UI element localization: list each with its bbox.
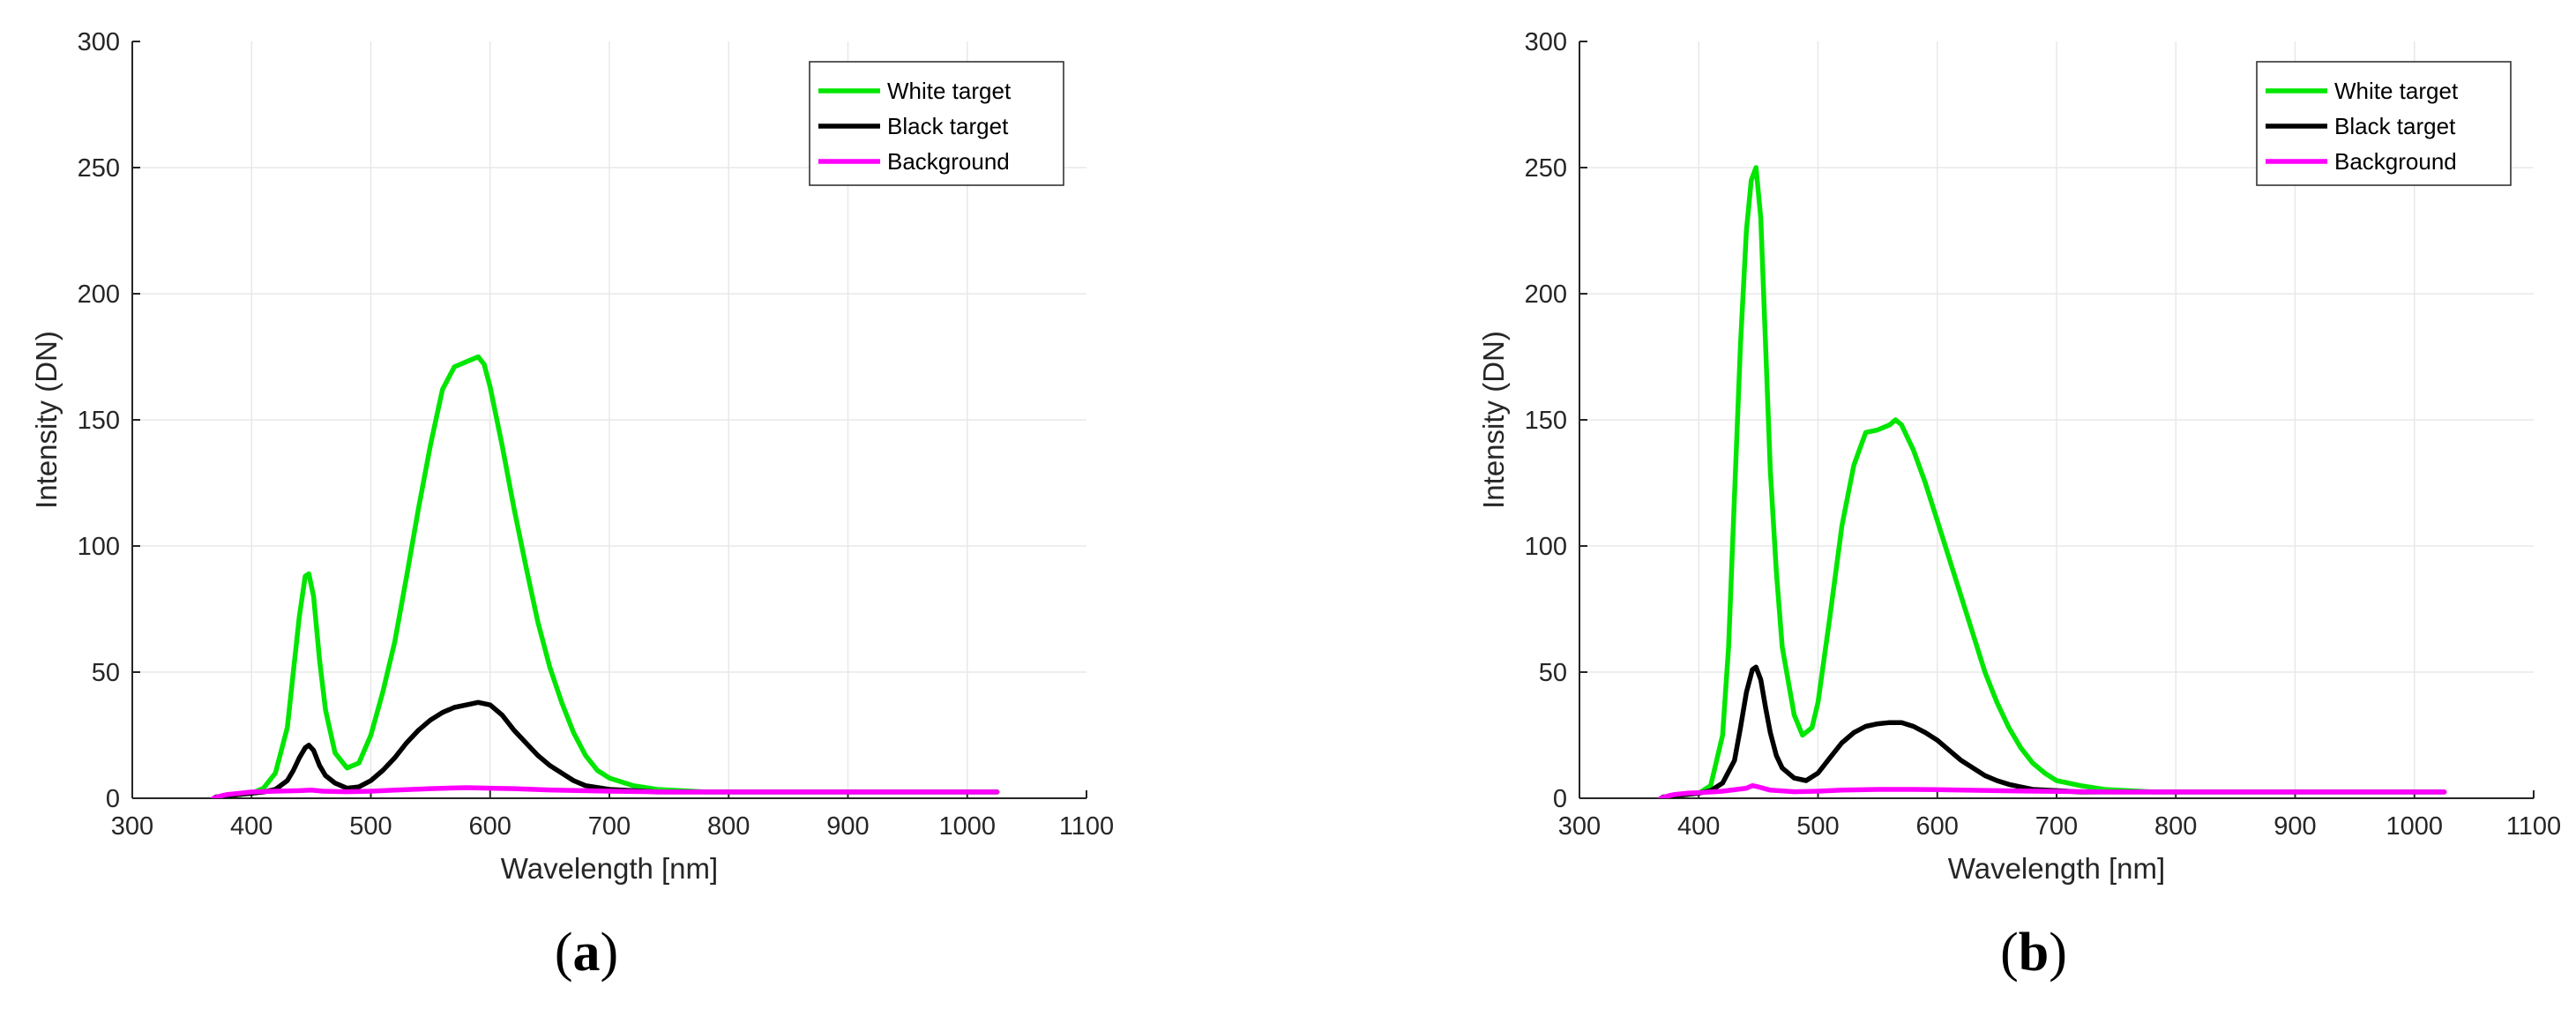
series-line-white-target [213, 354, 1000, 798]
x-tick-label: 700 [2035, 812, 2078, 841]
legend: White target Black target Background [809, 61, 1064, 186]
x-tick-label: 1100 [2506, 812, 2561, 841]
panel-caption-letter: a [573, 923, 601, 983]
panel-caption-letter: b [2019, 923, 2049, 983]
panel-caption-close-paren: ) [2049, 923, 2067, 983]
x-tick-label: 600 [1916, 812, 1959, 841]
x-tick-label: 300 [1558, 812, 1601, 841]
panel-caption-open-paren: ( [555, 923, 573, 983]
chart-panel-b: 300 400 500 600 700 800 900 1000 1100 0 50 100 150 20… [1477, 28, 2561, 983]
series-line-white-target [1660, 165, 2447, 798]
x-tick-label: 1000 [938, 812, 996, 841]
x-tick-label: 500 [1796, 812, 1839, 841]
x-axis-label: Wavelength [nm] [501, 852, 718, 885]
y-tick-label: 100 [78, 533, 120, 561]
panel-caption-open-paren: ( [2000, 923, 2019, 983]
y-tick-label: 300 [1525, 28, 1567, 56]
chart-panel-a: 300 400 500 600 700 800 900 1000 1100 0 50 100 150 20… [30, 28, 1114, 983]
y-axis-label: Intensity (DN) [30, 331, 63, 509]
legend-entry: Black target [887, 113, 1009, 139]
y-tick-label: 100 [1525, 533, 1567, 561]
x-tick-label: 600 [469, 812, 511, 841]
y-axis-label: Intensity (DN) [1477, 331, 1510, 509]
y-tick-label: 0 [1553, 785, 1567, 813]
legend-entry: Black target [2334, 113, 2456, 139]
x-tick-label: 900 [2274, 812, 2316, 841]
y-tick-label: 200 [78, 280, 120, 309]
x-tick-label: 700 [588, 812, 631, 841]
legend: White target Black target Background [2256, 61, 2512, 186]
x-axis-label: Wavelength [nm] [1948, 852, 2165, 885]
y-tick-label: 150 [78, 407, 120, 435]
x-tick-label: 800 [2154, 812, 2197, 841]
legend-entry: Background [887, 148, 1010, 175]
x-tick-label: 400 [1677, 812, 1720, 841]
legend-box [809, 61, 1064, 186]
panel-caption-close-paren: ) [601, 923, 619, 983]
y-tick-label: 50 [92, 659, 120, 687]
panel-caption: (a) [555, 923, 618, 983]
x-tick-label: 400 [230, 812, 273, 841]
legend-entry: White target [887, 78, 1012, 104]
legend-entry: White target [2334, 78, 2459, 104]
y-tick-label: 50 [1539, 659, 1567, 687]
x-tick-label: 800 [707, 812, 750, 841]
y-tick-label: 0 [106, 785, 120, 813]
y-tick-label: 200 [1525, 280, 1567, 309]
y-tick-label: 150 [1525, 407, 1567, 435]
y-tick-label: 250 [78, 154, 120, 183]
x-tick-label: 500 [349, 812, 392, 841]
x-tick-label: 1000 [2386, 812, 2443, 841]
legend-entry: Background [2334, 148, 2457, 175]
legend-box [2256, 61, 2512, 186]
x-tick-label: 900 [826, 812, 869, 841]
x-tick-label: 300 [111, 812, 153, 841]
series-line-background [1658, 782, 2447, 798]
y-tick-label: 300 [78, 28, 120, 56]
series-line-background [211, 785, 1000, 798]
x-tick-label: 1100 [1059, 812, 1114, 841]
panel-caption: (b) [2000, 923, 2067, 983]
y-tick-label: 250 [1525, 154, 1567, 183]
